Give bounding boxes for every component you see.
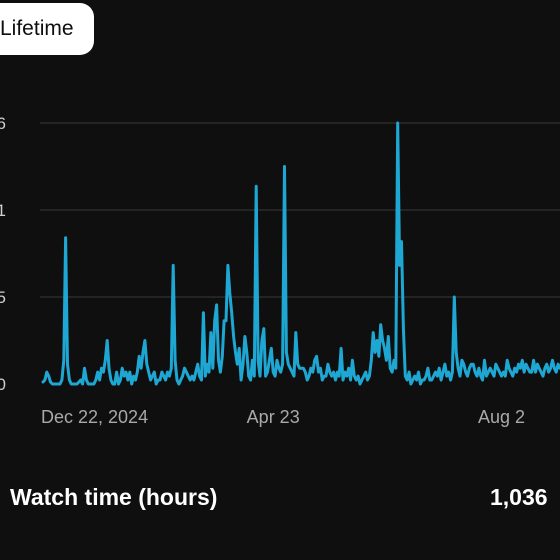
date-range-filter-button[interactable]: Lifetime [0,3,94,55]
y-tick-label: 6.6 [0,114,6,133]
x-tick-label: Aug 2 [478,407,525,427]
series-line [41,121,560,386]
y-tick-label: 1.5 [0,288,6,307]
x-tick-label: Apr 23 [247,407,300,427]
date-range-filter-label: Lifetime [0,17,74,40]
y-tick-label: 3.1 [0,201,6,220]
metric-label: Watch time (hours) [10,484,218,510]
y-tick-label: 0 [0,375,6,394]
x-tick-label: Dec 22, 2024 [41,407,148,427]
metric-value: 1,036 [490,484,548,510]
